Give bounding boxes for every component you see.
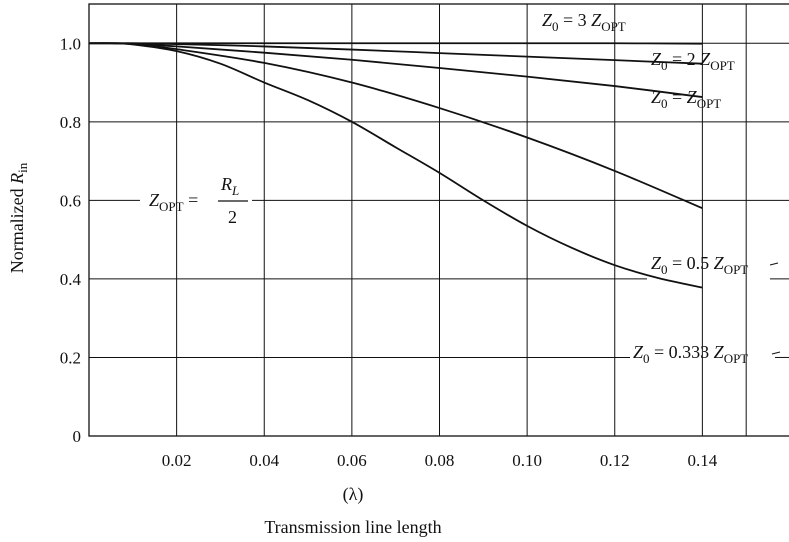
y-tick-labels: 0 0.2 0.4 0.6 0.8 1.0	[60, 34, 82, 446]
x-axis-title: Transmission line length	[264, 517, 441, 537]
y-tick-label: 0.8	[60, 113, 81, 132]
y-tick-label: 0.2	[60, 348, 81, 367]
formula-denominator: 2	[228, 207, 237, 227]
formula-numerator-subscript: L	[231, 183, 239, 198]
series-label-2: Z0 = 2 ZOPT	[651, 49, 735, 73]
series-line-4	[88, 42, 703, 210]
x-tick-label: 0.12	[600, 451, 630, 470]
formula-equals: =	[184, 190, 199, 210]
plot-frame	[88, 3, 789, 437]
series-label-4: Z0 = 0.5 ZOPT	[651, 253, 748, 277]
x-axis-unit: (λ)	[343, 484, 364, 505]
x-tick-label: 0.02	[162, 451, 192, 470]
x-tick-label: 0.10	[512, 451, 542, 470]
y-axis-title: Normalized Rin	[7, 162, 30, 273]
x-tick-label: 0.04	[249, 451, 279, 470]
svg-text:ZOPT =: ZOPT =	[149, 190, 198, 214]
y-tick-label: 1.0	[60, 34, 81, 53]
series-annotations: Z0 = 3 ZOPT Z0 = 2 ZOPT Z0 = ZOPT Z0 = 0.5 …	[542, 10, 748, 366]
y-tick-label: 0	[73, 427, 82, 446]
y-tick-label: 0.4	[60, 270, 82, 289]
formula-numerator: R	[220, 174, 232, 194]
series-label-3: Z0 = ZOPT	[651, 87, 721, 111]
formula-lhs: Z	[149, 190, 160, 210]
leader-tick	[771, 351, 781, 355]
series-label-5: Z0 = 0.333 ZOPT	[633, 342, 748, 366]
y-axis-title-subscript: in	[15, 162, 30, 173]
z-opt-formula: ZOPT = RL 2	[149, 174, 248, 227]
svg-text:RL: RL	[220, 174, 239, 198]
annotation-leaders	[769, 262, 781, 355]
x-tick-labels: 0.02 0.04 0.06 0.08 0.10 0.12 0.14	[162, 451, 718, 470]
x-tick-label: 0.14	[688, 451, 718, 470]
y-axis-title-main: Normalized	[7, 184, 27, 273]
grid-lines	[89, 4, 789, 436]
y-axis-title-symbol: R	[7, 173, 27, 185]
leader-tick	[769, 262, 779, 266]
x-tick-label: 0.06	[337, 451, 367, 470]
series-line-5	[88, 42, 703, 289]
series-lines	[88, 42, 703, 289]
y-tick-label: 0.6	[60, 191, 81, 210]
series-label-1: Z0 = 3 ZOPT	[542, 10, 626, 34]
formula-lhs-subscript: OPT	[159, 199, 184, 214]
x-tick-label: 0.08	[425, 451, 455, 470]
